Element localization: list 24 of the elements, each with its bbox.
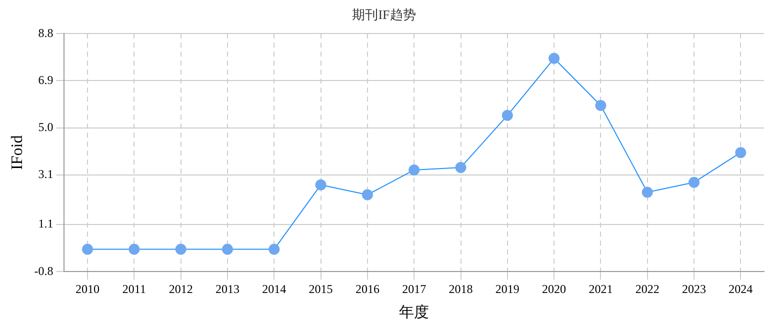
x-tick-label: 2022 bbox=[635, 282, 660, 296]
x-tick-label: 2011 bbox=[122, 282, 146, 296]
x-tick-label: 2012 bbox=[168, 282, 193, 296]
y-tick-label: 6.9 bbox=[38, 72, 54, 87]
x-tick-label: 2021 bbox=[588, 282, 613, 296]
x-tick-label: 2015 bbox=[308, 282, 333, 296]
x-tick-label: 2013 bbox=[215, 282, 240, 296]
x-tick-label: 2018 bbox=[448, 282, 473, 296]
x-tick-label: 2014 bbox=[262, 282, 286, 296]
y-axis-title: IFoid bbox=[8, 135, 26, 170]
chart-title: 期刊IF趋势 bbox=[352, 7, 416, 22]
x-tick-label: 2010 bbox=[76, 282, 100, 296]
x-tick-label: 2020 bbox=[542, 282, 566, 296]
x-tick-label: 2016 bbox=[355, 282, 380, 296]
y-tick-label: 1.1 bbox=[38, 216, 54, 231]
x-axis-title: 年度 bbox=[399, 304, 430, 321]
y-tick-label: 8.8 bbox=[38, 26, 54, 40]
x-tick-label: 2019 bbox=[495, 282, 520, 296]
x-tick-label: 2024 bbox=[728, 282, 753, 296]
y-tick-label: 5.0 bbox=[38, 120, 54, 134]
y-tick-label: -0.8 bbox=[34, 264, 54, 278]
x-tick-label: 2017 bbox=[402, 282, 426, 296]
y-tick-label: 3.1 bbox=[38, 167, 54, 182]
x-tick-label: 2023 bbox=[682, 282, 706, 296]
